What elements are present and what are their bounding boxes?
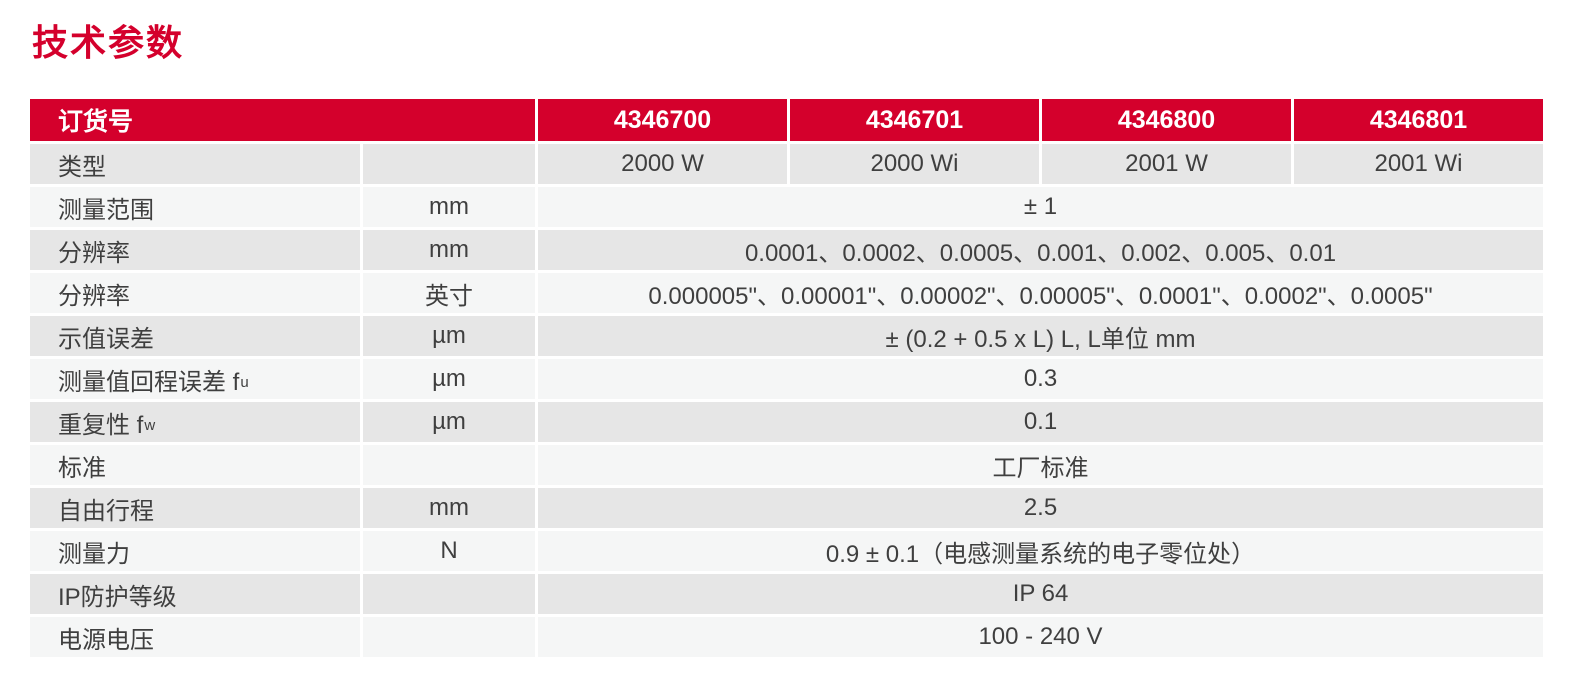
spec-unit	[363, 144, 535, 184]
spec-unit	[363, 574, 535, 614]
spec-label-text: 分辨率	[58, 282, 130, 310]
spec-label-text: 测量范围	[58, 196, 154, 224]
spec-unit: N	[363, 531, 535, 571]
spec-label-text: 示值误差	[58, 325, 154, 353]
spec-value: 0.0001、0.0002、0.0005、0.001、0.002、0.005、0…	[538, 230, 1543, 270]
type-value: 2001 Wi	[1294, 144, 1543, 184]
spec-unit: mm	[363, 187, 535, 227]
spec-unit: µm	[363, 402, 535, 442]
spec-unit: 英寸	[363, 273, 535, 313]
spec-label-text: 分辨率	[58, 239, 130, 267]
spec-label-text: 标准	[58, 454, 106, 482]
spec-label: 分辨率	[30, 230, 360, 270]
spec-value: 工厂标准	[538, 445, 1543, 485]
spec-value: 0.1	[538, 402, 1543, 442]
spec-value: ± (0.2 + 0.5 x L) L, L单位 mm	[538, 316, 1543, 356]
spec-label: 类型	[30, 144, 360, 184]
spec-unit: µm	[363, 316, 535, 356]
spec-label: IP防护等级	[30, 574, 360, 614]
spec-value: ± 1	[538, 187, 1543, 227]
spec-label-text: 自由行程	[58, 497, 154, 525]
order-number-4346701: 4346701	[790, 99, 1039, 141]
spec-label: 测量范围	[30, 187, 360, 227]
spec-value: IP 64	[538, 574, 1543, 614]
spec-label-text: 测量力	[58, 540, 130, 568]
type-value: 2000 Wi	[790, 144, 1039, 184]
spec-unit: mm	[363, 488, 535, 528]
spec-label: 标准	[30, 445, 360, 485]
order-number-header: 订货号	[30, 99, 535, 141]
spec-value: 2.5	[538, 488, 1543, 528]
spec-value: 0.000005"、0.00001"、0.00002"、0.00005"、0.0…	[538, 273, 1543, 313]
spec-label-subscript: u	[240, 374, 249, 391]
type-value: 2001 W	[1042, 144, 1291, 184]
spec-unit: µm	[363, 359, 535, 399]
spec-label-text: 重复性 f	[58, 411, 144, 439]
spec-unit: mm	[363, 230, 535, 270]
spec-label: 示值误差	[30, 316, 360, 356]
spec-label-subscript: w	[144, 417, 156, 434]
spec-table: 订货号 4346700 4346701 4346800 4346801 类型 2…	[30, 99, 1543, 657]
page-title: 技术参数	[32, 22, 185, 63]
spec-unit	[363, 617, 535, 657]
spec-label-text: IP防护等级	[58, 583, 177, 611]
spec-label: 自由行程	[30, 488, 360, 528]
spec-label: 分辨率	[30, 273, 360, 313]
spec-label: 电源电压	[30, 617, 360, 657]
spec-unit	[363, 445, 535, 485]
order-number-4346801: 4346801	[1294, 99, 1543, 141]
spec-label: 测量力	[30, 531, 360, 571]
type-value: 2000 W	[538, 144, 787, 184]
spec-value: 100 - 240 V	[538, 617, 1543, 657]
spec-label-text: 测量值回程误差 f	[58, 368, 240, 396]
datasheet-page: 技术参数 订货号 4346700 4346701 4346800 4346801…	[30, 22, 1543, 657]
spec-value: 0.3	[538, 359, 1543, 399]
order-number-4346800: 4346800	[1042, 99, 1291, 141]
order-number-4346700: 4346700	[538, 99, 787, 141]
spec-value: 0.9 ± 0.1（电感测量系统的电子零位处）	[538, 531, 1543, 571]
spec-label-text: 电源电压	[58, 626, 154, 654]
